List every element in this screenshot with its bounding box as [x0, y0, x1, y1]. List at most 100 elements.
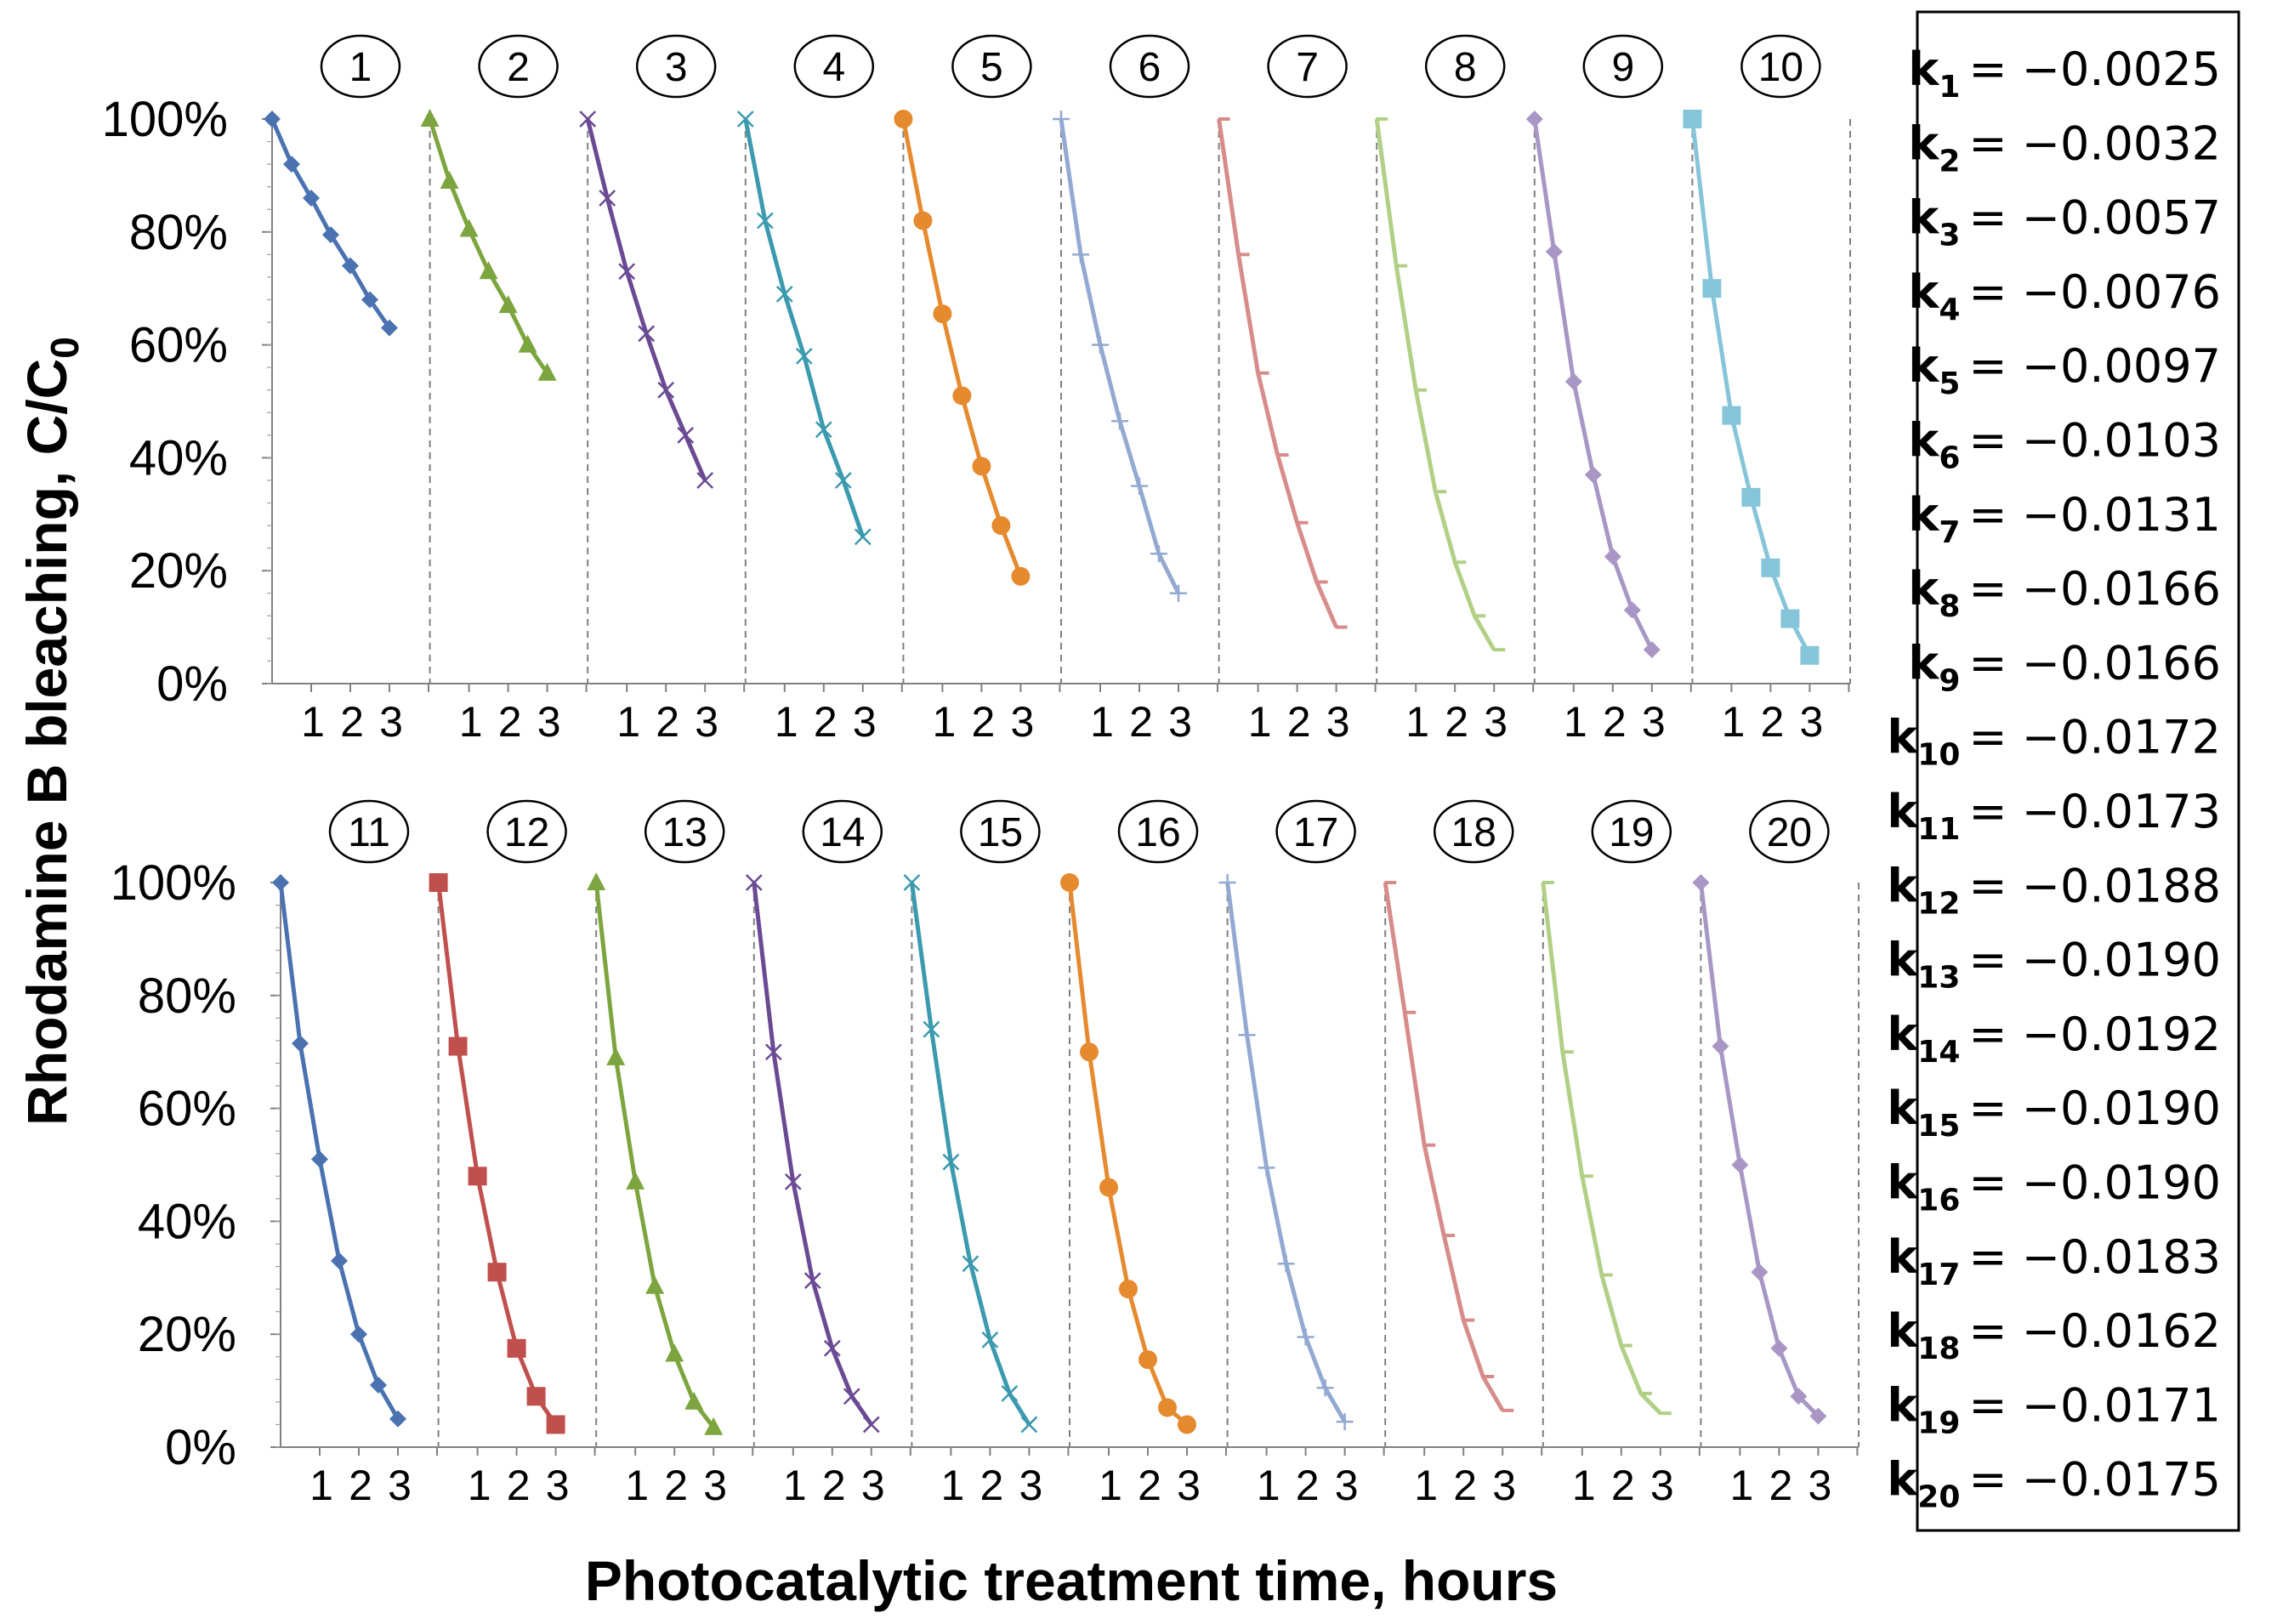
- data-point-12: [448, 1036, 468, 1056]
- x-tick-label: 1: [616, 698, 640, 746]
- data-point-4: [736, 111, 754, 128]
- panel-label-ellipse: [1433, 799, 1514, 864]
- rate-constant-entry: k6 = −0.0103: [1908, 414, 2221, 476]
- data-point-12: [468, 1167, 487, 1186]
- panel-label: 20: [1767, 810, 1812, 855]
- rate-constant-subscript: 13: [1917, 961, 1960, 996]
- data-point-15: [1020, 1416, 1038, 1434]
- y-tick-label: 20%: [129, 543, 228, 599]
- series-line-19: [1541, 882, 1662, 1415]
- x-tick-label: 1: [1721, 698, 1745, 746]
- panel-label-ellipse: [1267, 34, 1348, 99]
- y-tick-label: 20%: [138, 1307, 236, 1362]
- rate-constant-subscript: 15: [1917, 1109, 1960, 1144]
- series-line-4: [743, 118, 866, 538]
- rate-constant-subscript: 1: [1939, 70, 1960, 105]
- y-tick-label: 60%: [138, 1082, 236, 1137]
- data-point-3: [599, 190, 616, 207]
- rate-constant-symbol: k: [1908, 265, 1939, 319]
- x-tick-label: 3: [1168, 698, 1192, 746]
- panel-label-ellipse: [478, 34, 559, 99]
- panel-label-ellipse: [644, 799, 725, 864]
- data-point-17: [1258, 1159, 1275, 1177]
- panel-label-ellipse: [1117, 799, 1199, 864]
- panel-label: 15: [978, 810, 1023, 855]
- rate-constant-value: = −0.0076: [1968, 265, 2221, 319]
- series-line-8: [1374, 118, 1496, 651]
- panel-label-ellipse: [320, 34, 401, 99]
- rate-constant-symbol: k: [1908, 488, 1939, 542]
- rate-constant-entry: k2 = −0.0032: [1908, 116, 2221, 179]
- series-line-9: [1532, 118, 1655, 651]
- panel-label: 1: [349, 45, 372, 90]
- rate-constant-value: = −0.0166: [1968, 562, 2221, 616]
- x-tick-label: 1: [309, 1462, 333, 1509]
- data-point-1: [264, 111, 281, 128]
- data-point-6: [1053, 111, 1070, 128]
- rate-constant-entry: k14 = −0.0192: [1887, 1008, 2221, 1070]
- data-point-15: [981, 1331, 999, 1349]
- rate-constant-value: = −0.0175: [1968, 1453, 2221, 1507]
- rate-constant-box-frame: [1916, 10, 2240, 1532]
- x-tick-label: 2: [1287, 698, 1311, 746]
- data-point-5: [913, 211, 933, 230]
- rate-constant-symbol: k: [1908, 636, 1939, 690]
- x-tick-label: 1: [625, 1462, 649, 1509]
- data-point-12: [507, 1338, 526, 1358]
- data-point-11: [292, 1035, 309, 1053]
- series-line-20: [1698, 882, 1820, 1418]
- data-point-13: [606, 1047, 626, 1065]
- data-point-2: [498, 295, 518, 314]
- rate-constant-entry: k15 = −0.0190: [1887, 1082, 2221, 1144]
- rate-constant-entry: k20 = −0.0175: [1887, 1453, 2221, 1515]
- panel-label: 2: [507, 45, 530, 90]
- data-point-5: [972, 457, 991, 476]
- y-tick-label: 100%: [111, 855, 236, 911]
- rate-constant-entry: k12 = −0.0188: [1887, 859, 2221, 921]
- plot-area: 100%80%60%40%20%0%1 2 311 2 321 2 331 2 341 2 351 2…: [102, 34, 1860, 1509]
- data-point-3: [677, 426, 695, 444]
- data-point-1: [342, 257, 359, 275]
- panel-label-ellipse: [793, 34, 875, 99]
- rate-constant-subscript: 6: [1939, 441, 1960, 476]
- panel-label-ellipse: [1591, 799, 1672, 864]
- series-line-13: [593, 882, 716, 1429]
- x-tick-label: 2: [822, 1462, 846, 1509]
- rate-constant-symbol: k: [1908, 191, 1939, 245]
- data-point-16: [1119, 1280, 1138, 1299]
- x-tick-label: 1: [468, 1462, 491, 1509]
- data-point-10: [1780, 609, 1800, 628]
- rate-constant-value: = −0.0173: [1968, 785, 2221, 838]
- data-point-4: [756, 212, 774, 230]
- rate-constant-subscript: 4: [1939, 292, 1960, 327]
- x-tick-label: 1: [1405, 698, 1429, 746]
- data-point-2: [518, 334, 537, 353]
- data-point-6: [1072, 246, 1089, 264]
- data-point-16: [1158, 1398, 1177, 1417]
- panel-label: 3: [665, 45, 688, 90]
- data-point-9: [1525, 111, 1543, 128]
- data-point-4: [815, 421, 832, 439]
- data-point-11: [311, 1150, 328, 1168]
- data-point-3: [579, 111, 597, 128]
- data-point-14: [862, 1416, 880, 1434]
- x-tick-label: 2: [814, 698, 838, 746]
- data-point-14: [803, 1272, 821, 1290]
- rate-constant-entry: k9 = −0.0166: [1908, 636, 2221, 698]
- data-point-20: [1692, 874, 1710, 891]
- rate-constant-entry: k1 = −0.0025: [1908, 43, 2221, 105]
- data-point-2: [537, 362, 557, 381]
- data-point-6: [1150, 545, 1167, 563]
- data-point-20: [1712, 1037, 1729, 1055]
- panel-label-ellipse: [951, 34, 1032, 99]
- rate-constant-entry: k10 = −0.0172: [1887, 711, 2221, 773]
- data-point-3: [638, 325, 656, 343]
- x-tick-label: 2: [1603, 698, 1627, 746]
- data-point-12: [526, 1387, 546, 1406]
- x-tick-label: 3: [1019, 1462, 1042, 1509]
- rate-constant-value: = −0.0057: [1968, 191, 2221, 245]
- data-point-9: [1545, 243, 1563, 261]
- data-point-1: [322, 226, 339, 244]
- rate-constant-symbol: k: [1887, 1082, 1918, 1135]
